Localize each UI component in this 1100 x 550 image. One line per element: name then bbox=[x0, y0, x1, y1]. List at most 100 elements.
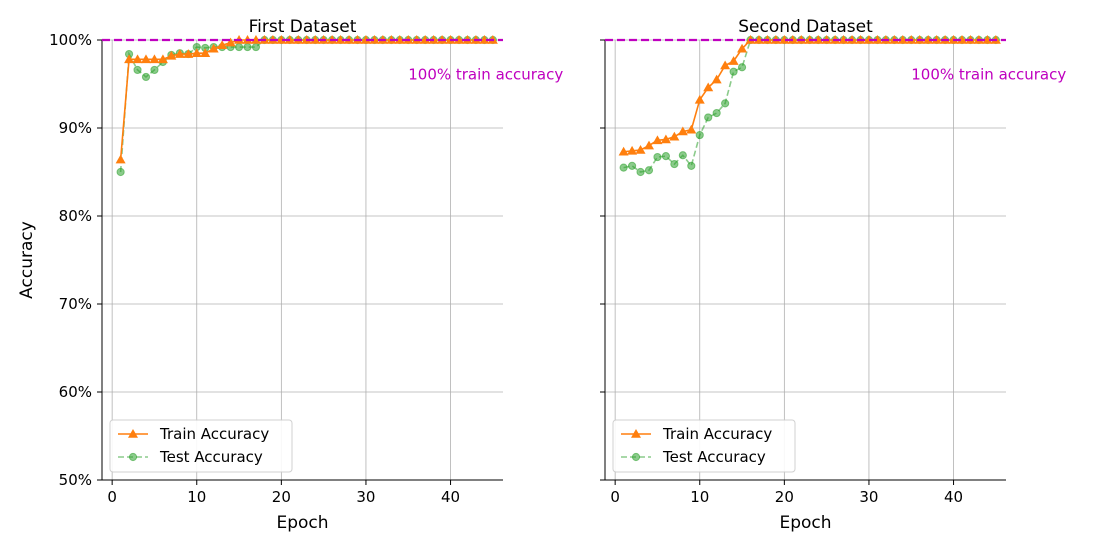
annotation-text: 100% train accuracy bbox=[911, 66, 1066, 84]
train-accuracy-point bbox=[923, 35, 934, 44]
chart-panel-1: 0 10 20 30 40 50% 60% 70% 80% 90% 100% First Datase… bbox=[17, 17, 563, 533]
train-accuracy-point bbox=[753, 35, 764, 44]
y-tick-label: 60% bbox=[59, 383, 92, 401]
train-accuracy-point bbox=[479, 35, 490, 44]
annotation-text: 100% train accuracy bbox=[408, 66, 563, 84]
train-accuracy-point bbox=[686, 124, 697, 134]
test-accuracy-point bbox=[116, 167, 125, 177]
train-accuracy-point bbox=[652, 135, 663, 145]
train-accuracy-point bbox=[694, 94, 705, 104]
x-tick-label: 10 bbox=[187, 488, 206, 506]
test-accuracy-point bbox=[737, 63, 747, 72]
x-tick-label: 20 bbox=[272, 488, 291, 506]
train-accuracy-point bbox=[420, 35, 431, 44]
train-accuracy-point bbox=[643, 140, 654, 150]
test-accuracy-point bbox=[141, 72, 151, 82]
x-tick-label: 30 bbox=[859, 488, 878, 506]
y-tick-label: 80% bbox=[59, 207, 92, 225]
train-accuracy-point bbox=[660, 134, 671, 144]
y-tick-label: 50% bbox=[59, 471, 92, 489]
y-axis-label: Accuracy bbox=[17, 221, 37, 299]
train-accuracy-point bbox=[140, 54, 151, 64]
train-accuracy-point bbox=[250, 35, 261, 44]
train-accuracy-point bbox=[166, 50, 177, 60]
legend-swatch-marker bbox=[631, 452, 641, 462]
test-accuracy-point bbox=[150, 65, 159, 75]
train-accuracy-point bbox=[711, 74, 722, 84]
train-accuracy-point bbox=[677, 126, 688, 136]
x-axis-label: Epoch bbox=[276, 513, 328, 533]
y-tick-label: 70% bbox=[59, 295, 92, 313]
train-accuracy-point bbox=[838, 35, 849, 44]
test-accuracy-point bbox=[661, 152, 671, 161]
train-accuracy-point bbox=[124, 54, 135, 64]
legend-entry-label: Train Accuracy bbox=[159, 425, 269, 443]
test-accuracy-point bbox=[704, 113, 713, 122]
test-accuracy-point bbox=[729, 67, 738, 76]
train-accuracy-point bbox=[728, 56, 739, 65]
legend bbox=[109, 419, 293, 473]
test-accuracy-point bbox=[243, 42, 252, 52]
train-accuracy-point bbox=[872, 35, 883, 44]
chart-panel-2: 0 10 20 30 40 Second Dataset Epoch 100% train a… bbox=[600, 17, 1066, 533]
train-accuracy-point bbox=[737, 43, 748, 53]
train-accuracy-point bbox=[225, 37, 236, 47]
train-accuracy-point bbox=[191, 48, 202, 57]
test-accuracy-point bbox=[721, 99, 730, 108]
train-accuracy-point bbox=[149, 54, 160, 64]
chart-title: Second Dataset bbox=[738, 17, 873, 37]
y-tick-label: 100% bbox=[49, 31, 92, 49]
train-accuracy-point bbox=[276, 35, 287, 44]
test-accuracy-point bbox=[653, 152, 662, 162]
train-accuracy-point bbox=[394, 35, 405, 44]
test-accuracy-point bbox=[251, 42, 261, 52]
train-accuracy-point bbox=[863, 35, 874, 44]
x-tick-label: 10 bbox=[690, 488, 709, 506]
train-accuracy-point bbox=[897, 35, 908, 44]
y-tick-label: 90% bbox=[59, 119, 92, 137]
train-accuracy-point bbox=[200, 48, 211, 57]
test-accuracy-point bbox=[695, 130, 704, 140]
x-tick-label: 30 bbox=[356, 488, 375, 506]
train-accuracy-point bbox=[957, 35, 968, 44]
test-accuracy-point bbox=[678, 151, 687, 160]
train-accuracy-point bbox=[454, 35, 465, 44]
test-accuracy-point bbox=[234, 42, 244, 52]
train-accuracy-point bbox=[217, 40, 228, 50]
train-accuracy-point bbox=[779, 35, 790, 44]
test-accuracy-point bbox=[619, 163, 628, 172]
train-accuracy-point bbox=[183, 49, 194, 58]
train-accuracy-point bbox=[618, 146, 629, 156]
train-accuracy-point bbox=[335, 35, 346, 44]
train-accuracy-point bbox=[132, 54, 143, 64]
test-accuracy-point bbox=[644, 166, 654, 175]
test-accuracy-point bbox=[636, 167, 645, 177]
x-tick-label: 0 bbox=[107, 488, 117, 506]
train-accuracy-point bbox=[115, 154, 126, 164]
x-tick-label: 20 bbox=[775, 488, 794, 506]
train-accuracy-point bbox=[174, 49, 185, 58]
test-accuracy-point bbox=[133, 65, 142, 75]
legend-entry-label: Test Accuracy bbox=[159, 448, 263, 466]
train-accuracy-point bbox=[982, 35, 993, 44]
legend-swatch-marker bbox=[128, 452, 138, 462]
x-axis-label: Epoch bbox=[779, 513, 831, 533]
train-accuracy-point bbox=[720, 60, 731, 70]
chart-title: First Dataset bbox=[249, 17, 357, 37]
x-tick-label: 0 bbox=[610, 488, 620, 506]
series-line-test bbox=[623, 39, 996, 173]
x-tick-label: 40 bbox=[441, 488, 460, 506]
train-accuracy-point bbox=[360, 35, 371, 44]
test-accuracy-point bbox=[670, 159, 679, 169]
series-line-train bbox=[119, 39, 493, 160]
train-accuracy-point bbox=[703, 82, 714, 92]
legend-swatch-marker bbox=[128, 429, 138, 438]
train-accuracy-point bbox=[669, 131, 680, 141]
train-accuracy-point bbox=[208, 43, 219, 53]
test-accuracy-point bbox=[687, 161, 696, 170]
x-tick-label: 40 bbox=[944, 488, 963, 506]
train-accuracy-point bbox=[310, 35, 321, 44]
legend-entry-label: Test Accuracy bbox=[662, 448, 766, 466]
test-accuracy-point bbox=[627, 161, 637, 170]
